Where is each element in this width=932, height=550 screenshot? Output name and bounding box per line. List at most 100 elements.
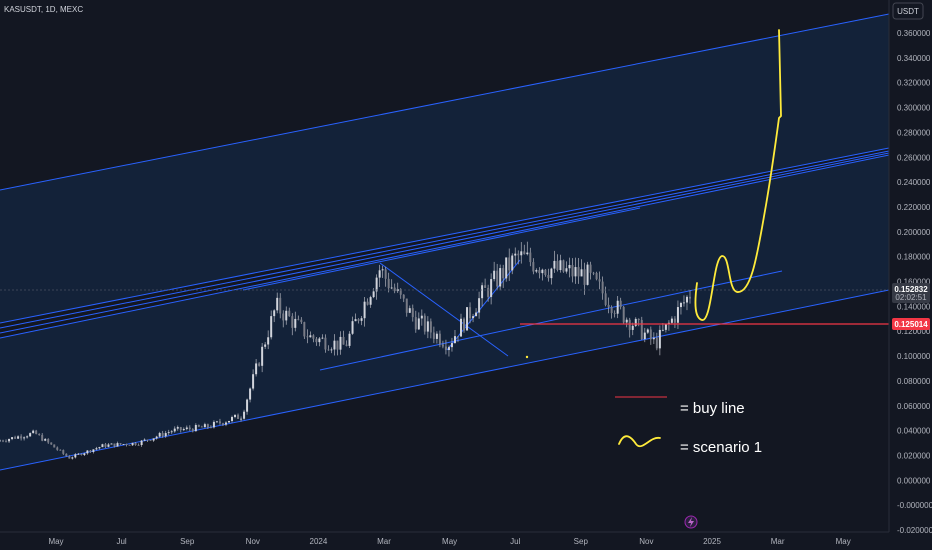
candle-body (438, 333, 441, 345)
candle-body (104, 444, 107, 447)
candle-body (258, 363, 261, 366)
price-tick-label: 0.340000 (897, 54, 931, 63)
candle-body (689, 296, 691, 299)
price-tick-label: 0.120000 (897, 327, 931, 336)
channel-layer (0, 13, 890, 471)
price-tick-label: 0.060000 (897, 402, 931, 411)
candle-body (526, 252, 529, 255)
candle-body (182, 429, 185, 431)
price-tick-label: 0.260000 (897, 153, 931, 162)
candle-body (523, 251, 526, 255)
time-tick-label: Sep (180, 537, 195, 546)
candle-body (170, 431, 173, 433)
price-tick-label: -0.020000 (897, 526, 932, 535)
candle-body (463, 318, 466, 331)
scenario-1-path[interactable] (694, 29, 782, 321)
price-tick-label: 0.300000 (897, 104, 931, 113)
candle-body (408, 308, 411, 313)
candle-body (125, 444, 128, 446)
candle-body (366, 301, 369, 305)
price-axis[interactable]: 0.360000 0.340000 0.320000 0.300000 0.280000… (888, 0, 932, 550)
legend-buy-line-label: = buy line (680, 400, 745, 417)
price-tick-label: 0.000000 (897, 476, 931, 485)
candle-body (246, 399, 249, 412)
candle-body (206, 424, 209, 428)
candle-body (610, 307, 613, 314)
candle-body (469, 307, 472, 319)
candle-body (240, 418, 243, 420)
upper-channel-fill (0, 14, 889, 323)
candle-body (200, 426, 203, 428)
candle-body (56, 447, 59, 450)
candle-body (164, 433, 167, 437)
candle-body (285, 310, 288, 321)
candle-body (297, 318, 300, 320)
time-tick-label: May (442, 537, 457, 546)
candle-body (384, 269, 387, 279)
candle-body (221, 423, 224, 425)
candle-body (98, 447, 101, 449)
candle-body (77, 453, 80, 455)
candle-body (122, 444, 125, 445)
candle-body (435, 333, 438, 339)
candle-body (264, 344, 267, 347)
candle-body (47, 438, 50, 443)
time-axis[interactable]: May Jul Sep Nov 2024 Mar May Jul Sep Nov 2025 Mar Ma… (0, 531, 889, 546)
candle-body (393, 287, 396, 292)
candle-body (529, 252, 532, 263)
candle-body (303, 322, 306, 337)
currency-button[interactable] (892, 2, 924, 20)
candle-body (595, 273, 598, 280)
candle-body (625, 319, 628, 323)
buy-price-tag (892, 318, 930, 330)
candle-body (279, 297, 282, 314)
candle-body (17, 436, 20, 439)
diagonal-trendline (379, 262, 509, 357)
candle-body (613, 313, 616, 314)
candle-body (664, 324, 667, 330)
candle-body (209, 427, 212, 429)
price-tick-label: 0.360000 (897, 29, 931, 38)
candle-body (375, 277, 378, 292)
candle-body (8, 439, 11, 442)
candle-body (532, 262, 535, 272)
candle-body (508, 257, 511, 271)
candle-body (83, 453, 86, 456)
candle-body (101, 444, 104, 448)
candle-body (586, 264, 589, 285)
candle-body (161, 433, 164, 437)
candle-body (212, 421, 215, 428)
candle-body (646, 329, 649, 333)
candle-body (185, 427, 188, 430)
candle-body (234, 414, 237, 417)
current-price-tag (892, 283, 930, 303)
candle-body (472, 316, 475, 319)
price-tick-label: -0.000000 (897, 501, 932, 510)
candle-body (243, 411, 246, 419)
price-ticks: 0.360000 0.340000 0.320000 0.300000 0.280000… (897, 29, 932, 535)
currency-button-label[interactable]: USDT (897, 7, 919, 16)
candle-body (450, 343, 453, 348)
candle-body (616, 300, 619, 314)
time-tick-label: 2024 (310, 537, 328, 546)
channel-mid-line-3 (0, 152, 890, 334)
lightning-icon[interactable] (684, 515, 698, 529)
candle-body (619, 300, 622, 307)
candle-body (288, 310, 291, 317)
candles-layer (0, 241, 691, 460)
candle-body (167, 432, 170, 434)
candle-body (559, 260, 562, 271)
candle-body (360, 318, 363, 321)
candle-body (441, 344, 444, 347)
candle-body (598, 279, 601, 282)
candle-body (589, 264, 592, 273)
candle-body (348, 333, 351, 346)
candle-body (227, 420, 230, 423)
candle-body (649, 329, 652, 340)
candle-body (20, 436, 23, 439)
candle-body (89, 450, 92, 453)
candle-body (574, 267, 577, 277)
candle-body (502, 268, 505, 279)
candle-body (44, 438, 47, 441)
